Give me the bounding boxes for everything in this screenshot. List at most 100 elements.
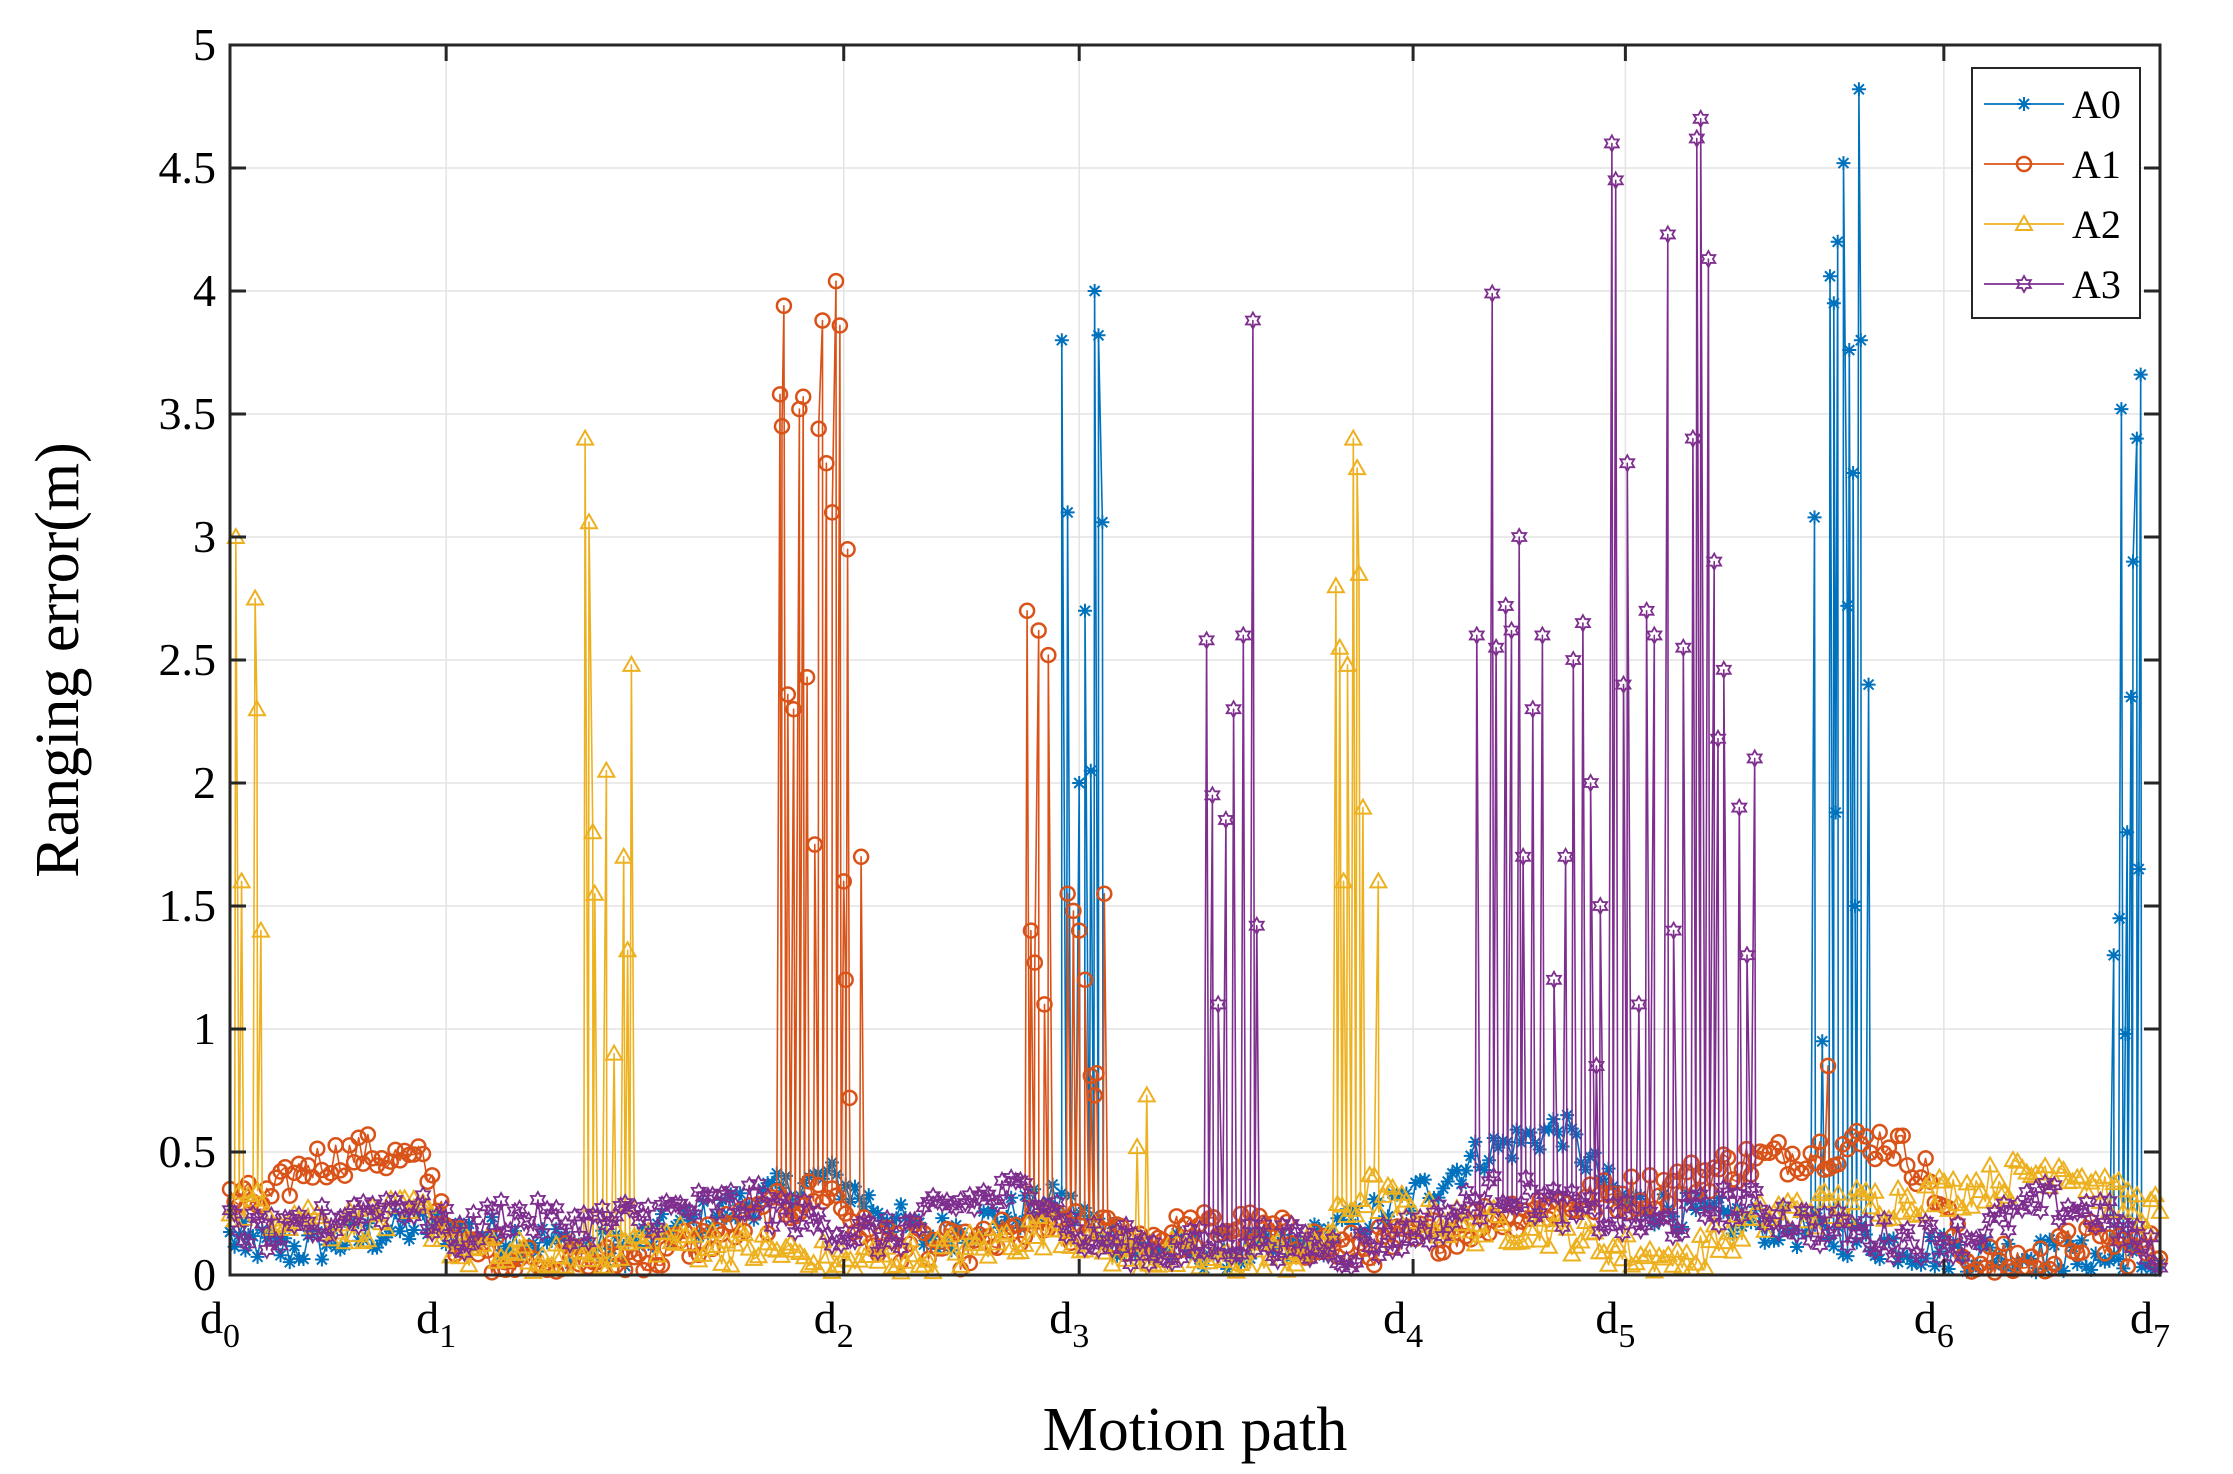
data-point-A0 xyxy=(1403,1203,1418,1218)
data-point-A2 xyxy=(748,1246,769,1264)
data-point-A3 xyxy=(1255,1214,1273,1235)
data-point-A3 xyxy=(1225,699,1243,720)
data-point-A2 xyxy=(799,1255,819,1273)
data-point-A3 xyxy=(1774,1196,1792,1217)
data-point-A0 xyxy=(733,1186,748,1201)
data-point-A3 xyxy=(1497,596,1515,616)
data-point-A2 xyxy=(1608,1235,1628,1253)
data-point-A3 xyxy=(2100,1191,2119,1212)
data-point-A3 xyxy=(2013,1199,2031,1220)
data-point-A3 xyxy=(979,1184,997,1205)
data-point-A2 xyxy=(1621,1255,1642,1273)
data-point-A2 xyxy=(1814,1181,1835,1199)
data-point-A3 xyxy=(1935,1230,1953,1251)
data-point-A3 xyxy=(864,1214,882,1235)
data-point-A1 xyxy=(649,1256,666,1274)
data-point-A3 xyxy=(1043,1202,1062,1223)
x-tick-base: d xyxy=(1383,1292,1406,1343)
data-point-A0 xyxy=(1937,1227,1952,1242)
data-point-A0 xyxy=(1417,1172,1432,1187)
legend-label-A1: A1 xyxy=(2072,142,2121,187)
data-point-A3 xyxy=(1630,994,1648,1015)
data-point-A2 xyxy=(604,1043,624,1061)
data-point-A2 xyxy=(575,428,595,446)
data-point-A3 xyxy=(1884,1247,1903,1268)
legend-marker-A3 xyxy=(2015,274,2033,294)
data-point-A3 xyxy=(1926,1227,1944,1247)
data-point-A2 xyxy=(643,1222,663,1240)
data-point-A2 xyxy=(900,1230,920,1248)
data-point-A2 xyxy=(1543,1214,1564,1232)
data-point-A2 xyxy=(633,1231,654,1249)
data-point-A0 xyxy=(1950,1237,1965,1252)
data-point-A2 xyxy=(1644,1261,1665,1279)
data-point-A3 xyxy=(1244,310,1262,331)
data-point-A2 xyxy=(1612,1249,1633,1267)
data-point-A0 xyxy=(540,1235,555,1250)
data-point-A3 xyxy=(1122,1254,1140,1274)
data-point-A0 xyxy=(1840,1249,1855,1264)
data-point-A2 xyxy=(1347,458,1367,476)
data-point-A2 xyxy=(541,1255,562,1273)
data-point-A3 xyxy=(1248,915,1266,936)
data-point-A2 xyxy=(1231,1253,1251,1271)
data-point-A1 xyxy=(281,1187,298,1205)
data-point-A3 xyxy=(2096,1213,2114,1233)
data-point-A1 xyxy=(1030,622,1047,639)
data-point-A0 xyxy=(1054,333,1069,348)
data-point-A3 xyxy=(1613,1223,1631,1244)
data-point-A1 xyxy=(827,272,845,290)
data-point-A3 xyxy=(262,1205,280,1226)
data-point-A1 xyxy=(1088,1065,1105,1082)
data-point-A2 xyxy=(251,920,271,938)
data-point-A3 xyxy=(1591,896,1609,916)
data-point-A3 xyxy=(2123,1238,2142,1258)
data-point-A2 xyxy=(1598,1254,1619,1272)
data-point-A1 xyxy=(839,541,856,558)
data-point-A0 xyxy=(935,1211,950,1226)
data-point-A1 xyxy=(841,1089,858,1107)
x-tick-base: d xyxy=(814,1292,837,1343)
data-point-A3 xyxy=(910,1218,928,1239)
data-point-A2 xyxy=(978,1246,998,1264)
data-point-A3 xyxy=(1953,1246,1971,1267)
data-point-A3 xyxy=(1434,1226,1452,1246)
data-point-A0 xyxy=(2133,367,2148,382)
data-point-A3 xyxy=(1659,224,1677,245)
data-point-A0 xyxy=(1842,343,1857,358)
data-point-A0 xyxy=(953,1225,968,1240)
data-point-A3 xyxy=(1209,994,1227,1015)
data-point-A3 xyxy=(1797,1201,1815,1221)
data-point-A3 xyxy=(1770,1222,1788,1243)
data-point-A2 xyxy=(679,1234,700,1252)
data-point-A3 xyxy=(308,1223,326,1244)
data-point-A2 xyxy=(245,588,265,606)
data-point-A3 xyxy=(547,1198,565,1219)
data-point-A3 xyxy=(1053,1212,1071,1233)
data-point-A3 xyxy=(1163,1252,1181,1273)
data-point-A1 xyxy=(814,312,831,329)
data-point-A3 xyxy=(566,1206,584,1227)
legend-marker-A1 xyxy=(2015,155,2033,173)
data-point-A3 xyxy=(1972,1235,1990,1255)
data-point-A1 xyxy=(1096,885,1113,902)
data-point-A3 xyxy=(2041,1179,2059,1200)
data-point-A3 xyxy=(1025,1199,1043,1220)
y-tick-label: 3.5 xyxy=(159,388,217,439)
data-point-A0 xyxy=(999,1209,1014,1224)
data-point-A0 xyxy=(438,1237,453,1252)
data-point-A0 xyxy=(1927,1259,1942,1274)
data-point-A2 xyxy=(918,1250,939,1268)
data-point-A2 xyxy=(514,1236,534,1254)
data-point-A1 xyxy=(345,1154,363,1171)
data-point-A3 xyxy=(988,1194,1006,1214)
data-point-A3 xyxy=(745,1204,763,1224)
data-point-A3 xyxy=(1894,1223,1912,1244)
data-point-A3 xyxy=(451,1213,469,1234)
data-point-A2 xyxy=(1566,1236,1587,1254)
data-point-A2 xyxy=(1419,1189,1440,1207)
data-point-A2 xyxy=(771,1245,792,1263)
data-point-A2 xyxy=(1364,1165,1384,1183)
x-tick-subscript: 6 xyxy=(1937,1318,1954,1355)
data-point-A2 xyxy=(280,1218,300,1236)
